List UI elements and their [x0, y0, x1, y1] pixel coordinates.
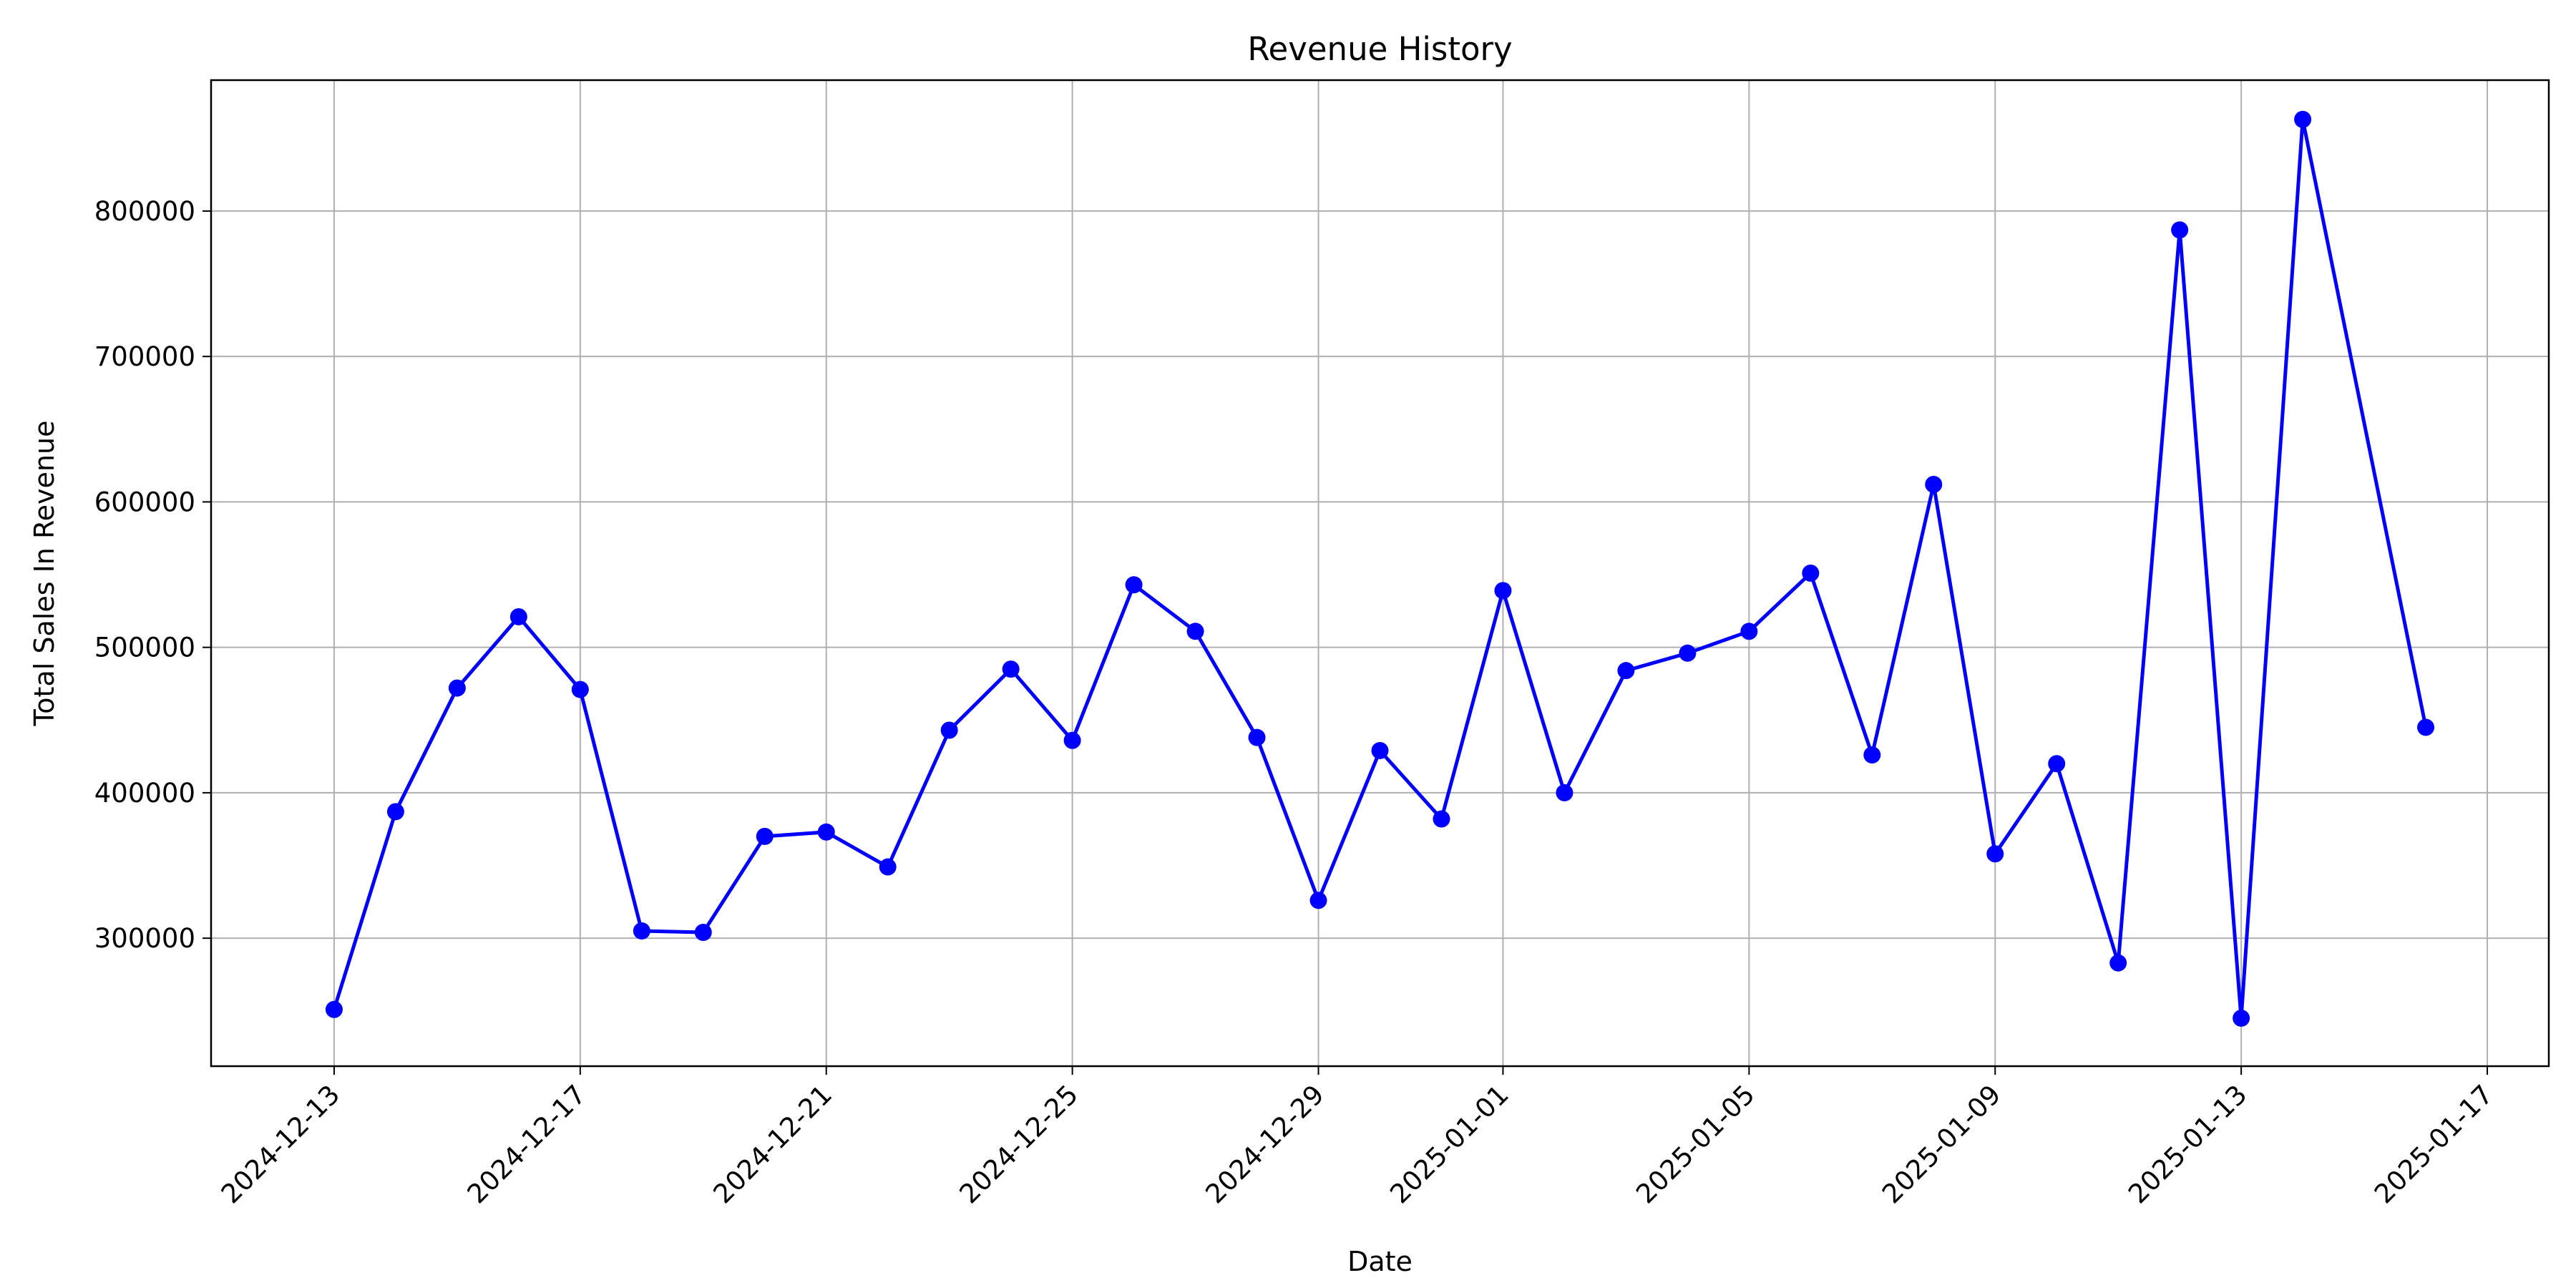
data-point — [2294, 110, 2312, 128]
data-point — [633, 922, 650, 940]
data-point — [386, 803, 404, 821]
y-tick-label: 800000 — [94, 196, 195, 227]
data-point — [571, 680, 589, 698]
data-point — [1371, 741, 1389, 759]
y-tick-label: 600000 — [94, 487, 195, 517]
y-axis-ticks: 300000 400000 500000 600000 700000 800000 — [94, 196, 211, 954]
data-point — [2233, 1009, 2250, 1027]
data-point — [509, 608, 527, 625]
data-point — [1063, 731, 1081, 749]
data-point — [694, 924, 712, 942]
data-point — [1556, 784, 1574, 801]
series-revenue — [325, 110, 2435, 1027]
data-point — [817, 823, 835, 841]
data-point — [2048, 755, 2066, 773]
data-point — [1309, 892, 1327, 909]
y-axis-label: Total Sales In Revenue — [29, 421, 60, 727]
data-point — [1802, 565, 1820, 582]
x-axis-label: Date — [1347, 1246, 1413, 1277]
series-line — [332, 117, 2428, 1020]
data-point — [1433, 810, 1450, 828]
y-tick-label: 700000 — [94, 341, 195, 372]
data-point — [1186, 623, 1204, 640]
y-tick-label: 300000 — [94, 923, 195, 954]
data-point — [2171, 221, 2189, 239]
data-point — [1925, 476, 1943, 494]
data-point — [1740, 623, 1758, 640]
data-point — [1863, 746, 1881, 764]
data-point — [756, 827, 774, 845]
data-point — [1125, 576, 1143, 594]
data-point — [879, 858, 897, 876]
plot-frame — [210, 79, 2550, 1068]
data-point — [1679, 644, 1697, 662]
data-point — [2109, 954, 2127, 972]
grid-lines — [211, 80, 2549, 1066]
data-point — [1986, 845, 2004, 863]
data-point — [1002, 660, 1020, 678]
data-point — [325, 1000, 343, 1018]
data-point — [2417, 718, 2435, 736]
y-tick-label: 500000 — [94, 633, 195, 663]
data-point — [1494, 582, 1512, 600]
chart-title: Revenue History — [1247, 30, 1512, 68]
data-point — [1617, 662, 1635, 680]
data-point — [1248, 728, 1266, 746]
y-tick-label: 400000 — [94, 778, 195, 809]
data-point — [448, 679, 466, 697]
data-point — [940, 721, 958, 739]
